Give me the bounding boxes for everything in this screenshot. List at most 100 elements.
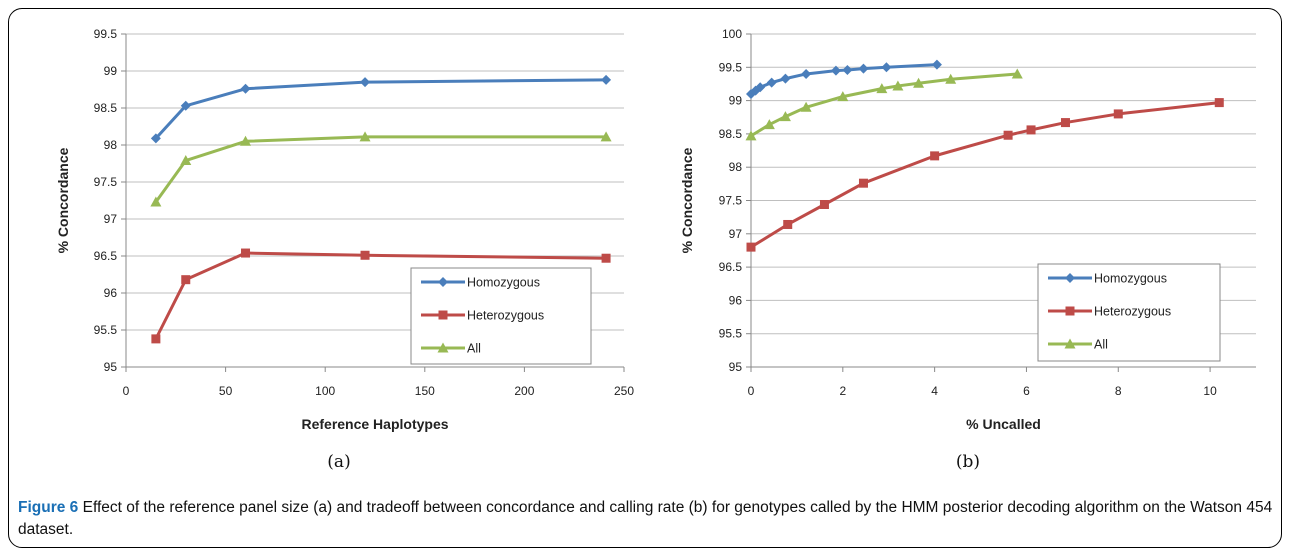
data-point-all [600, 131, 612, 142]
x-tick-label: 50 [219, 384, 233, 398]
data-point-all [240, 135, 252, 146]
data-point-all [1011, 68, 1023, 79]
series-line-homozygous [154, 78, 607, 140]
y-tick-label: 99.5 [94, 27, 118, 41]
data-point-all [945, 73, 957, 84]
data-point-all [763, 119, 775, 130]
data-point-heterozygous [181, 275, 191, 285]
legend-marker [438, 310, 448, 320]
x-tick-label: 100 [315, 384, 335, 398]
y-tick-label: 98.5 [719, 127, 743, 141]
legend-label: Homozygous [1094, 272, 1167, 286]
x-axis-label: Reference Haplotypes [301, 416, 448, 432]
y-axis-label: % Concordance [679, 147, 695, 253]
chart-b: 95 95.5 96 96.5 97 97.5 98 98.5 99 99.5 100 0 2 4 6 8 10… [679, 27, 1256, 472]
data-point-homozygous [360, 77, 371, 88]
legend-marker [438, 277, 448, 287]
legend-label: Heterozygous [467, 309, 544, 323]
x-tick-label: 2 [839, 384, 846, 398]
data-point-all [180, 155, 192, 166]
y-tick-label: 96 [729, 293, 743, 307]
data-point-all [892, 80, 904, 91]
data-point-all [150, 196, 162, 207]
y-tick-label: 95.5 [719, 327, 743, 341]
figure-caption: Figure 6 Effect of the reference panel s… [18, 497, 1274, 541]
data-point-heterozygous [858, 178, 868, 188]
y-tick-label: 95 [729, 360, 743, 374]
data-point-homozygous [931, 59, 942, 70]
series-line-all [750, 72, 1018, 138]
y-tick-label: 99 [104, 64, 118, 78]
data-point-all [745, 130, 757, 141]
y-tick-label: 96.5 [719, 260, 743, 274]
data-point-heterozygous [1214, 98, 1224, 108]
data-point-all [359, 131, 371, 142]
y-axis-label: % Concordance [55, 147, 71, 253]
data-point-heterozygous [151, 334, 161, 344]
data-point-homozygous [780, 73, 791, 84]
y-tick-label: 98.5 [94, 101, 118, 115]
x-tick-label: 4 [931, 384, 938, 398]
data-point-all [913, 77, 925, 88]
data-point-all [876, 83, 888, 94]
data-point-heterozygous [601, 253, 611, 263]
data-point-heterozygous [819, 199, 829, 209]
legend-marker [1064, 338, 1076, 349]
legend-label: All [1094, 338, 1108, 352]
x-tick-label: 250 [614, 384, 634, 398]
y-tick-label: 100 [722, 27, 742, 41]
y-tick-label: 98 [104, 138, 118, 152]
legend-marker [1065, 273, 1075, 283]
y-tick-label: 95 [104, 360, 118, 374]
x-axis-label: % Uncalled [966, 416, 1041, 432]
data-point-homozygous [766, 77, 777, 88]
series-line-all [154, 135, 607, 203]
y-tick-label: 97 [729, 227, 743, 241]
x-tick-label: 8 [1115, 384, 1122, 398]
data-point-heterozygous [1113, 109, 1123, 119]
y-tick-label: 97.5 [94, 175, 118, 189]
x-tick-label: 200 [514, 384, 534, 398]
panel-label: (a) [327, 452, 350, 472]
data-point-heterozygous [241, 248, 251, 258]
data-point-homozygous [801, 68, 812, 79]
data-point-homozygous [881, 62, 892, 73]
chart-a: 95 95.5 96 96.5 97 97.5 98 98.5 99 99.5 0 50 100 150 2… [55, 27, 634, 472]
data-point-homozygous [755, 82, 766, 93]
data-point-heterozygous [360, 250, 370, 260]
y-tick-label: 96 [104, 286, 118, 300]
data-point-heterozygous [1026, 125, 1036, 135]
x-tick-label: 6 [1023, 384, 1030, 398]
y-tick-label: 95.5 [94, 323, 118, 337]
legend-label: Heterozygous [1094, 305, 1171, 319]
y-tick-label: 99 [729, 94, 743, 108]
data-point-homozygous [858, 63, 869, 74]
data-point-all [779, 111, 791, 122]
y-tick-label: 97 [104, 212, 118, 226]
y-tick-label: 99.5 [719, 60, 743, 74]
y-tick-label: 98 [729, 160, 743, 174]
series-line-heterozygous [750, 101, 1220, 249]
data-point-homozygous [830, 65, 841, 76]
y-tick-label: 97.5 [719, 194, 743, 208]
panel-label: (b) [956, 452, 980, 472]
x-tick-label: 10 [1203, 384, 1217, 398]
data-point-heterozygous [746, 242, 756, 252]
legend-marker [437, 342, 449, 353]
legend-label: All [467, 342, 481, 356]
data-point-homozygous [842, 64, 853, 75]
data-point-homozygous [240, 83, 251, 94]
data-point-all [837, 91, 849, 102]
data-point-heterozygous [1060, 118, 1070, 128]
caption-text: Effect of the reference panel size (a) a… [18, 499, 1273, 538]
x-tick-label: 150 [415, 384, 435, 398]
data-point-homozygous [180, 100, 191, 111]
caption-label: Figure 6 [18, 499, 79, 516]
data-point-heterozygous [930, 151, 940, 161]
data-point-heterozygous [783, 219, 793, 229]
data-point-all [800, 101, 812, 112]
legend-label: Homozygous [467, 276, 540, 290]
legend-marker [1065, 306, 1075, 316]
y-tick-label: 96.5 [94, 249, 118, 263]
